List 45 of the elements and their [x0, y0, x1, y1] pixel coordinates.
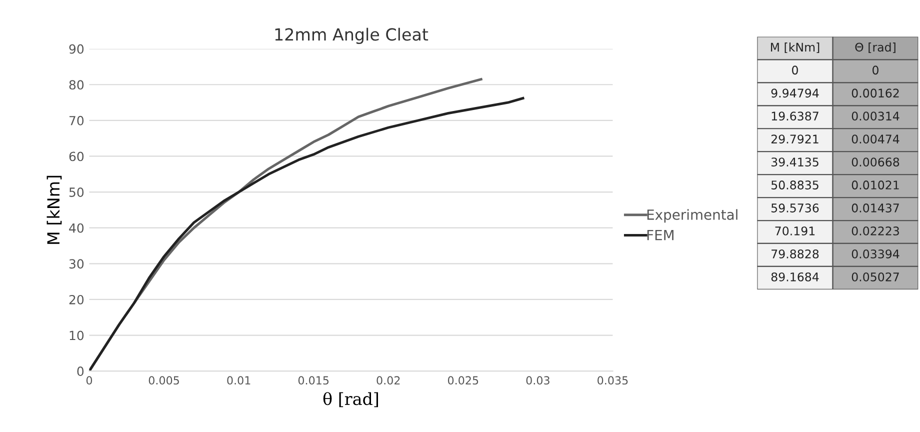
text: 0.00474 — [852, 134, 900, 144]
text: 29.7921 — [771, 134, 818, 144]
x-tick-label: 0.03 — [526, 376, 550, 385]
text: 0.03394 — [852, 249, 900, 258]
y-tick-label: 20 — [69, 294, 84, 304]
y-tick-label: 40 — [69, 223, 84, 233]
text: 0.05027 — [852, 272, 899, 282]
legend-label: Experimental — [647, 209, 738, 223]
x-tick-label: 0.02 — [376, 376, 400, 385]
text: M [kNm] — [770, 42, 820, 54]
y-tick-label: 30 — [69, 259, 84, 269]
y-tick-label: 10 — [70, 330, 84, 340]
text: 79.8828 — [772, 249, 819, 258]
text: 0.01437 — [852, 204, 899, 212]
text: 0.02223 — [852, 226, 899, 236]
text: 0.00162 — [852, 88, 899, 98]
text: 89.1684 — [771, 272, 819, 282]
x-tick-label: 0.035 — [598, 376, 628, 385]
y-tick-label: 90 — [69, 44, 84, 54]
text: 0 — [792, 66, 798, 75]
y-axis-title: M [kNm] — [46, 176, 62, 244]
legend-label: FEM — [647, 230, 674, 240]
chart-title: 12mm Angle Cleat — [275, 28, 428, 44]
y-tick-label: 0 — [77, 366, 84, 376]
text: Θ [rad] — [855, 42, 896, 54]
text: 0.00314 — [852, 112, 900, 121]
text: 19.6387 — [772, 112, 818, 121]
text: 0.00668 — [852, 158, 900, 167]
x-tick-label: 0.025 — [448, 376, 478, 385]
x-tick-label: 0.01 — [227, 376, 250, 385]
y-tick-label: 70 — [70, 116, 84, 126]
x-tick-label: 0 — [86, 376, 92, 385]
y-tick-label: 80 — [69, 80, 84, 90]
x-axis-title: θ [rad] — [323, 392, 378, 408]
text: 0.01021 — [852, 180, 899, 190]
text: 59.5736 — [771, 204, 819, 212]
y-tick-label: 50 — [69, 188, 84, 197]
text: 9.94794 — [771, 88, 819, 98]
text: 0 — [872, 66, 878, 75]
x-tick-label: 0.015 — [298, 376, 329, 385]
y-tick-label: 60 — [69, 152, 84, 162]
x-tick-label: 0.005 — [148, 376, 179, 385]
text: 39.4135 — [771, 158, 818, 167]
text: 70.191 — [775, 226, 815, 236]
text: 50.8835 — [771, 180, 818, 190]
